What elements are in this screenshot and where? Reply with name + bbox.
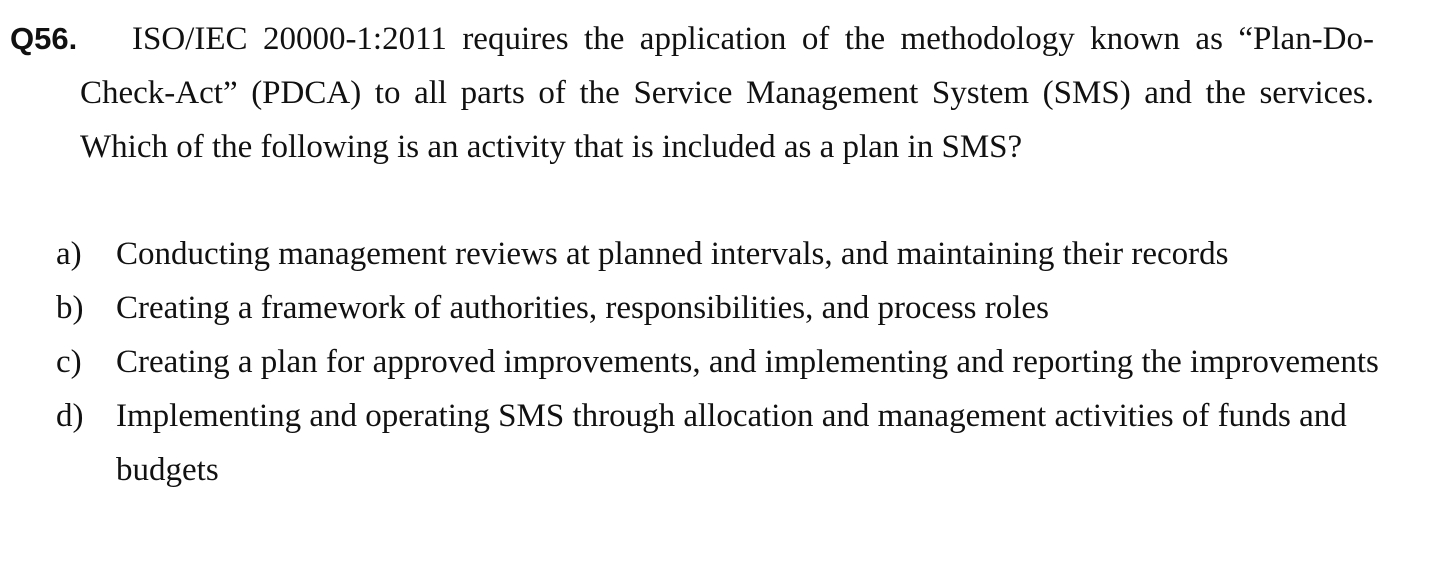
option-a[interactable]: a) Conducting management reviews at plan… <box>56 227 1401 281</box>
option-letter: d) <box>56 398 84 434</box>
answer-options: a) Conducting management reviews at plan… <box>56 227 1401 497</box>
option-text: Conducting management reviews at planned… <box>116 236 1229 272</box>
option-b[interactable]: b) Creating a framework of authorities, … <box>56 281 1401 335</box>
option-text: Creating a plan for approved improvement… <box>116 344 1379 380</box>
option-letter: c) <box>56 344 82 380</box>
option-text: Implementing and operating SMS through a… <box>116 398 1347 488</box>
question-block: Q56. ISO/IEC 20000-1:2011 requires the a… <box>10 12 1374 174</box>
option-letter: a) <box>56 236 82 272</box>
option-c[interactable]: c) Creating a plan for approved improvem… <box>56 335 1401 389</box>
option-text: Creating a framework of authorities, res… <box>116 290 1049 326</box>
option-d[interactable]: d) Implementing and operating SMS throug… <box>56 389 1401 497</box>
question-text: ISO/IEC 20000-1:2011 requires the applic… <box>80 21 1374 165</box>
option-letter: b) <box>56 290 84 326</box>
question-number: Q56. <box>10 21 78 56</box>
